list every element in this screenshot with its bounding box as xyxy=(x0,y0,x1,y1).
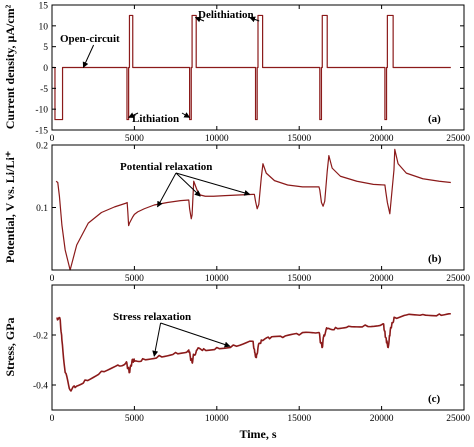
annotation-arrow-c-0-1 xyxy=(160,322,231,348)
x-tick-label-c-0: 0 xyxy=(50,414,55,424)
y-tick-label-a-0: -15 xyxy=(35,127,48,137)
series-line-b-0 xyxy=(55,148,451,271)
series-line-a-0 xyxy=(52,14,451,121)
x-tick-label-a-2: 10000 xyxy=(205,134,229,144)
annotation-arrow-a-1-0 xyxy=(128,112,139,118)
annotation-arrow-a-1-1 xyxy=(181,112,191,118)
annotation-arrow-a-2-0 xyxy=(194,16,205,23)
x-tick-label-b-5: 25000 xyxy=(446,274,470,284)
x-tick-label-c-3: 15000 xyxy=(287,414,311,424)
panel-c-y-axis-title: Stress, GPa xyxy=(3,317,17,376)
annotation-arrow-a-2-1 xyxy=(249,16,260,23)
annotation-a-2: Delithiation xyxy=(198,9,254,21)
x-tick-label-c-4: 20000 xyxy=(370,414,394,424)
panel-b-frame xyxy=(51,144,465,271)
annotation-a-1: Lithiation xyxy=(132,113,179,125)
annotation-arrow-b-0-0 xyxy=(157,172,177,208)
panel-c-tag: (c) xyxy=(428,393,441,405)
y-tick-label-b-0: 0.1 xyxy=(36,204,48,214)
y-tick-label-c-1: -0.2 xyxy=(33,332,48,342)
y-tick-label-a-2: -5 xyxy=(40,85,48,95)
panel-c-x-axis-title: Time, s xyxy=(239,427,276,441)
x-tick-label-c-1: 5000 xyxy=(125,414,144,424)
x-tick-label-a-0: 0 xyxy=(50,134,55,144)
y-tick-label-a-1: -10 xyxy=(35,106,48,116)
annotation-arrow-b-0-1 xyxy=(175,172,201,197)
annotation-arrow-c-0-0 xyxy=(152,322,162,357)
panel-c-frame xyxy=(51,284,465,411)
panel-b-tag: (b) xyxy=(428,253,442,265)
x-tick-label-b-1: 5000 xyxy=(125,274,144,284)
annotation-b-0: Potential relaxation xyxy=(120,161,212,173)
x-tick-label-a-4: 20000 xyxy=(370,134,394,144)
y-tick-label-a-3: 0 xyxy=(43,64,48,74)
annotation-arrow-b-0-2 xyxy=(175,172,251,196)
y-tick-label-a-6: 15 xyxy=(39,2,49,12)
panel-a-current-density: 0 5000 10000 15000 20000 25000-15-10-5051015 … xyxy=(3,2,470,145)
x-tick-label-b-3: 15000 xyxy=(287,274,311,284)
y-tick-label-b-1: 0.2 xyxy=(36,142,48,152)
y-tick-label-a-4: 5 xyxy=(43,43,48,53)
annotation-a-0: Open-circuit xyxy=(60,33,120,45)
x-tick-label-c-2: 10000 xyxy=(205,414,229,424)
x-tick-label-a-3: 15000 xyxy=(287,134,311,144)
panel-a-y-axis-title: Current density, μA/cm² xyxy=(3,4,17,129)
panel-b-y-axis-title: Potential, V vs. Li/Li⁺ xyxy=(3,151,17,263)
y-tick-label-a-5: 10 xyxy=(39,22,49,32)
x-tick-label-b-0: 0 xyxy=(50,274,55,284)
annotation-c-0: Stress relaxation xyxy=(113,311,191,323)
x-tick-label-c-5: 25000 xyxy=(446,414,470,424)
x-tick-label-b-4: 20000 xyxy=(370,274,394,284)
panel-a-frame xyxy=(51,4,465,131)
x-tick-label-a-5: 25000 xyxy=(446,134,470,144)
panel-a-tag: (a) xyxy=(428,113,441,125)
annotation-arrow-a-0-0 xyxy=(82,44,95,69)
panel-c-stress: 0 5000 10000 15000 20000 25000 -0.4 -0.2 Stress… xyxy=(3,284,470,441)
x-tick-label-a-1: 5000 xyxy=(125,134,144,144)
series-line-c-0 xyxy=(56,312,451,392)
panel-b-potential: 0 5000 10000 15000 20000 25000 0.1 0.2 Potentia… xyxy=(3,142,470,285)
y-tick-label-c-0: -0.4 xyxy=(33,382,48,392)
x-tick-label-b-2: 10000 xyxy=(205,274,229,284)
